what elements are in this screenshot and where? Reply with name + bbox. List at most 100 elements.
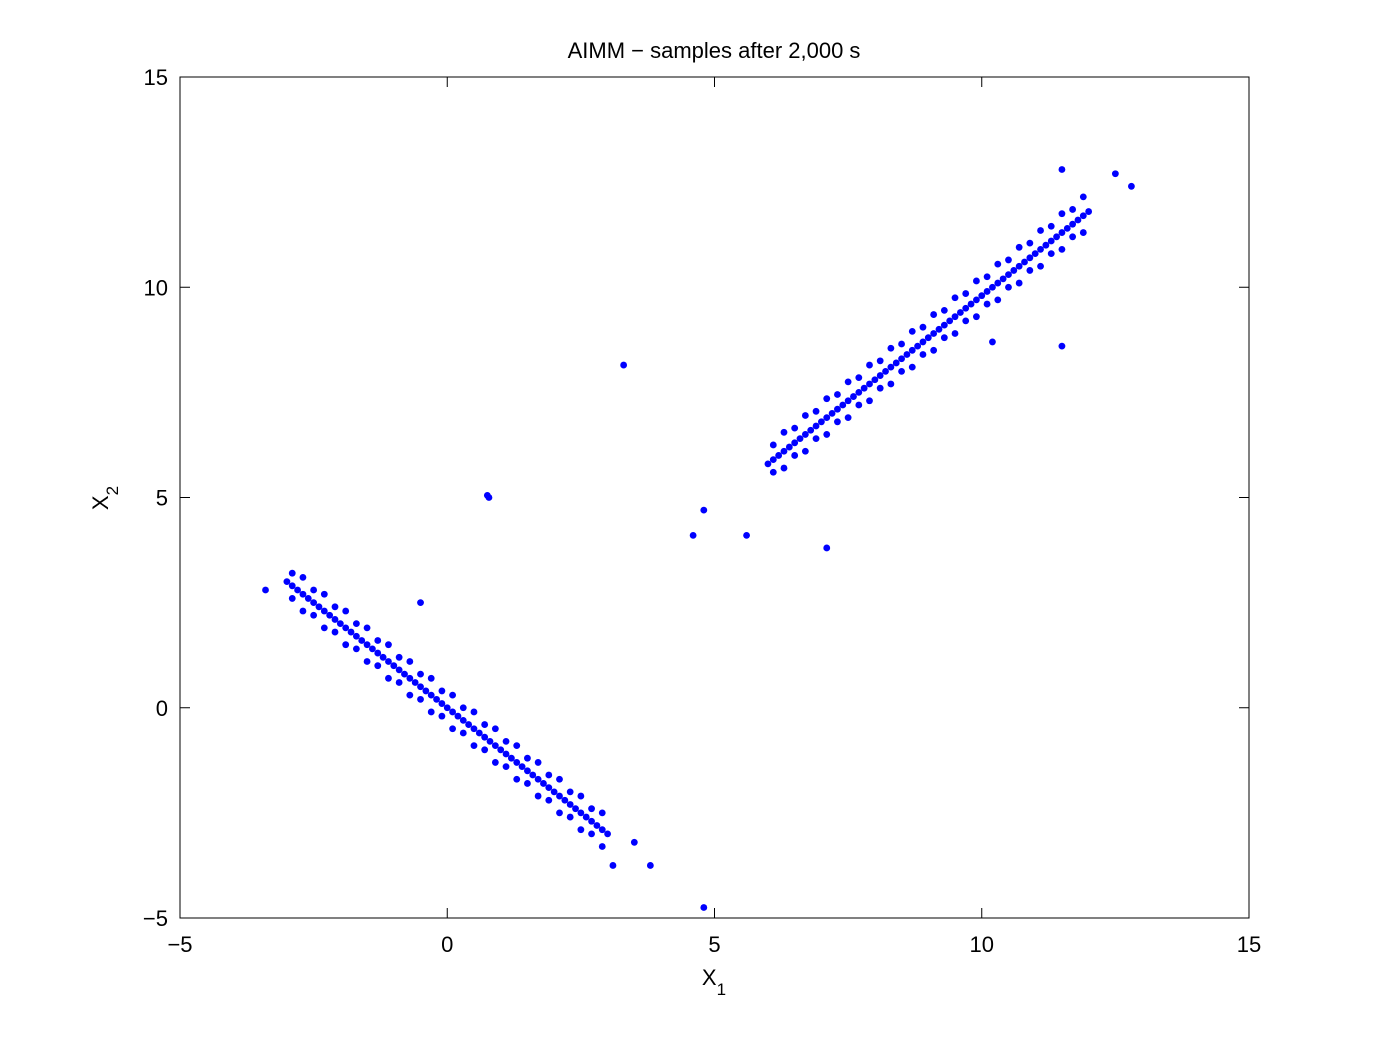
point — [379, 653, 387, 661]
point — [593, 822, 601, 829]
point — [577, 809, 585, 817]
point — [352, 632, 360, 640]
point — [513, 759, 521, 766]
point — [860, 384, 868, 392]
point — [577, 792, 585, 800]
point — [347, 628, 355, 636]
point — [491, 725, 499, 733]
point — [497, 746, 505, 754]
point — [785, 443, 793, 451]
point — [502, 750, 510, 758]
point — [791, 424, 799, 432]
point — [930, 330, 938, 337]
point — [855, 401, 863, 409]
point — [417, 670, 424, 678]
point — [1026, 254, 1034, 262]
point — [417, 695, 424, 703]
point — [572, 805, 579, 813]
point — [1042, 241, 1050, 249]
point — [967, 300, 975, 308]
point — [262, 586, 269, 594]
point — [534, 792, 542, 800]
point — [459, 729, 467, 737]
point — [940, 334, 948, 342]
point — [320, 590, 328, 598]
point — [780, 428, 788, 436]
point — [1037, 246, 1044, 253]
point — [481, 733, 489, 741]
point — [1015, 279, 1023, 287]
point — [775, 452, 783, 459]
point — [1015, 243, 1023, 251]
point — [812, 407, 820, 415]
point — [646, 862, 654, 869]
x-tick-label: −5 — [167, 932, 192, 957]
point — [951, 313, 959, 321]
point — [764, 460, 772, 468]
point — [1128, 182, 1135, 190]
point — [395, 666, 403, 674]
point — [1010, 267, 1018, 274]
point — [1015, 262, 1023, 270]
point — [956, 309, 964, 316]
point — [524, 780, 531, 787]
point — [1053, 233, 1060, 241]
point — [769, 441, 777, 449]
point — [1069, 233, 1077, 241]
point — [433, 695, 440, 703]
point — [288, 595, 296, 602]
point — [823, 414, 831, 422]
point — [1085, 208, 1093, 215]
point — [609, 862, 617, 869]
point — [796, 435, 804, 443]
point — [1063, 224, 1071, 232]
point — [320, 624, 328, 632]
point — [385, 674, 392, 682]
point — [534, 775, 542, 783]
point — [1058, 229, 1066, 236]
point — [962, 304, 970, 312]
point — [999, 275, 1007, 283]
point — [700, 904, 708, 911]
point — [395, 653, 403, 661]
point — [443, 704, 451, 712]
point — [994, 296, 1002, 304]
y-tick-label: 15 — [144, 65, 168, 90]
point — [331, 603, 339, 611]
point — [919, 338, 927, 346]
x-tick-label: 15 — [1237, 932, 1261, 957]
point — [556, 775, 563, 783]
point — [545, 796, 553, 804]
point — [331, 616, 339, 623]
point — [844, 414, 852, 422]
point — [908, 346, 916, 354]
point — [491, 742, 499, 749]
point — [363, 641, 371, 649]
point — [449, 725, 456, 733]
point — [1021, 258, 1028, 266]
point — [620, 361, 628, 369]
point — [369, 645, 376, 653]
point — [823, 395, 831, 403]
point — [812, 422, 820, 430]
point — [743, 531, 750, 539]
point — [331, 628, 339, 636]
point — [882, 367, 889, 375]
point — [588, 805, 595, 813]
point — [299, 573, 307, 581]
point — [294, 586, 301, 594]
point — [887, 380, 895, 388]
point — [834, 418, 841, 426]
x-axis-label: X1 — [702, 965, 726, 999]
point — [449, 691, 456, 699]
point — [930, 346, 938, 354]
point — [545, 771, 553, 779]
point — [1079, 212, 1087, 220]
point — [1079, 193, 1087, 201]
point — [486, 737, 494, 745]
point — [940, 321, 948, 329]
point — [556, 809, 563, 817]
point — [812, 435, 820, 443]
point — [374, 637, 382, 644]
